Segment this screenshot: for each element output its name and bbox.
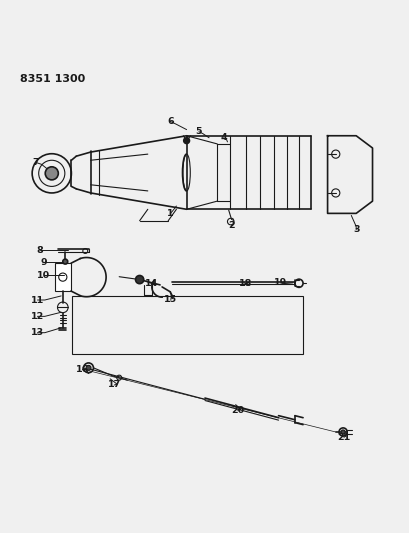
Circle shape — [86, 366, 91, 370]
Text: 19: 19 — [273, 278, 287, 287]
Circle shape — [63, 259, 67, 264]
Circle shape — [135, 276, 144, 284]
Text: 17: 17 — [108, 381, 121, 390]
Text: 3: 3 — [352, 225, 359, 234]
Text: 8351 1300: 8351 1300 — [20, 74, 85, 84]
Text: 16: 16 — [76, 365, 89, 374]
FancyBboxPatch shape — [54, 263, 71, 291]
Text: 1: 1 — [166, 209, 173, 218]
Text: 2: 2 — [228, 221, 234, 230]
Text: 8: 8 — [36, 246, 43, 255]
Text: 5: 5 — [195, 127, 202, 136]
Text: 4: 4 — [220, 133, 226, 142]
Circle shape — [183, 138, 189, 143]
Text: 20: 20 — [231, 406, 244, 415]
Text: 13: 13 — [31, 328, 44, 337]
Text: 18: 18 — [238, 279, 252, 288]
Text: 14: 14 — [145, 279, 158, 288]
Text: 21: 21 — [337, 433, 350, 442]
Text: 7: 7 — [32, 158, 38, 167]
Text: 10: 10 — [37, 271, 50, 280]
Text: 12: 12 — [31, 312, 44, 321]
Circle shape — [340, 430, 344, 434]
Text: 11: 11 — [31, 295, 44, 304]
Circle shape — [45, 167, 58, 180]
Text: 9: 9 — [40, 258, 47, 267]
Text: 15: 15 — [163, 295, 176, 304]
Text: 6: 6 — [166, 117, 173, 126]
